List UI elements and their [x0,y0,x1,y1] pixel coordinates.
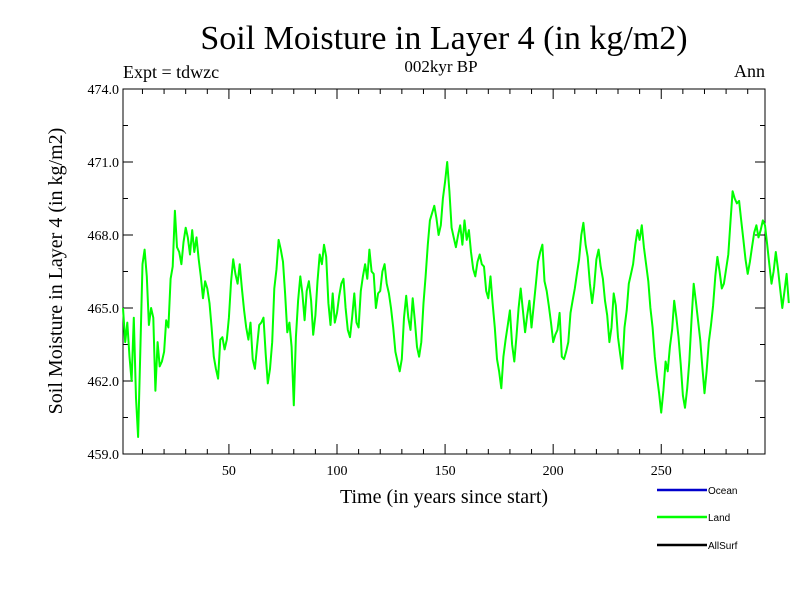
x-axis-label: Time (in years since start) [340,486,548,508]
y-tick-label: 465.0 [88,302,120,317]
y-tick-label: 459.0 [88,448,120,463]
legend-label-ocean: Ocean [708,486,737,497]
x-tick-label: 150 [435,464,456,479]
chart-subtitle: 002kyr BP [404,57,477,76]
legend-label-allsurf: AllSurf [708,541,738,552]
series-layer [122,161,790,438]
y-tick-label: 462.0 [88,375,120,390]
axis-ticks [123,88,765,455]
y-tick-labels: 459.0 462.0 465.0 468.0 471.0 474.0 [88,83,120,463]
y-tick-label: 474.0 [88,83,120,98]
y-tick-label: 468.0 [88,229,120,244]
expt-label: Expt = tdwzc [123,62,219,82]
series-line-land [122,161,790,438]
chart-title: Soil Moisture in Layer 4 (in kg/m2) [200,20,687,57]
plot-frame [122,88,766,455]
y-tick-label: 471.0 [88,156,120,171]
x-tick-label: 250 [651,464,672,479]
x-tick-label: 200 [543,464,564,479]
x-tick-labels: 50 100 150 200 250 [222,464,672,479]
x-tick-label: 50 [222,464,236,479]
legend-label-land: Land [708,513,730,524]
x-tick-label: 100 [327,464,348,479]
period-label: Ann [734,61,765,81]
y-axis-label: Soil Moisture in Layer 4 (in kg/m2) [45,128,67,415]
legend: Ocean Land AllSurf [657,486,738,552]
